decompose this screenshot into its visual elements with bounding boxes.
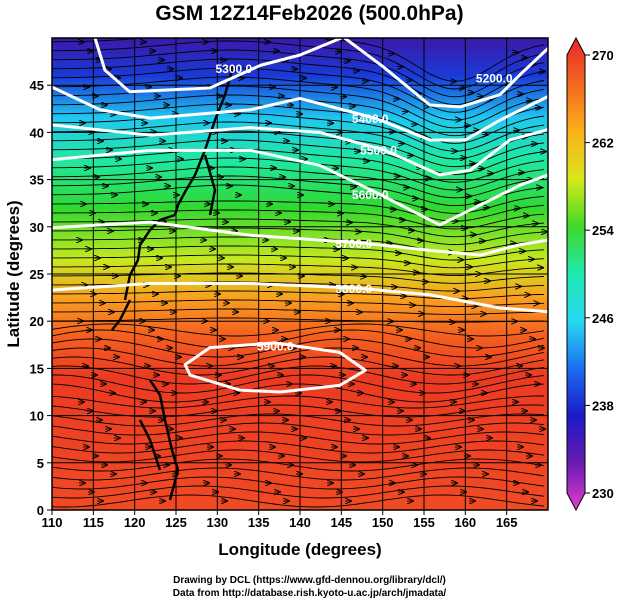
colorbar-tick-label: 254 — [592, 223, 614, 238]
y-axis-ticks: 0 5 10 15 20 25 30 35 40 45 — [30, 78, 52, 518]
streamline — [52, 218, 545, 238]
contour-line — [52, 220, 548, 257]
streamline — [52, 338, 545, 358]
contour-label: 5700.0 — [335, 237, 372, 251]
streamline — [52, 148, 545, 183]
streamline — [52, 431, 545, 445]
contour-line — [52, 85, 548, 142]
streamline — [52, 103, 545, 144]
streamline — [52, 38, 545, 82]
streamline — [52, 139, 545, 175]
streamline — [52, 356, 545, 376]
x-tick-label: 125 — [165, 515, 187, 530]
colorbar-ticks: 270 262 254 246 238 230 — [585, 48, 614, 501]
contour-label: 5500.0 — [360, 143, 397, 157]
credits: Drawing by DCL (https://www.gfd-dennou.o… — [0, 574, 619, 600]
credit-drawing: Drawing by DCL (https://www.gfd-dennou.o… — [173, 575, 446, 586]
contour-label: 5800.0 — [335, 282, 372, 296]
streamline — [52, 383, 545, 403]
streamline — [52, 440, 545, 454]
streamline — [52, 476, 545, 490]
x-axis-ticks: 110 115 120 125 130 135 140 145 150 155 160 165 — [42, 510, 518, 530]
streamline — [52, 76, 545, 121]
contour-line — [183, 341, 367, 394]
streamline — [52, 67, 545, 113]
height-contours: 5200.0 5300.0 5400.0 5500.0 5600.0 5700.0 5800… — [52, 38, 548, 394]
streamline — [52, 299, 545, 308]
x-tick-label: 165 — [496, 515, 518, 530]
y-tick-label: 10 — [30, 409, 44, 424]
colorbar-tick-label: 270 — [592, 48, 614, 63]
y-tick-label: 35 — [30, 173, 44, 188]
y-tick-label: 25 — [30, 267, 44, 282]
x-tick-label: 115 — [83, 515, 104, 530]
credit-data: Data from http://database.rish.kyoto-u.a… — [172, 588, 447, 599]
y-tick-label: 15 — [30, 361, 44, 376]
streamline — [52, 458, 545, 472]
contour-label: 5600.0 — [352, 188, 389, 202]
y-tick-label: 40 — [30, 125, 44, 140]
x-tick-label: 150 — [372, 515, 394, 530]
chart-title: GSM 12Z14Feb2026 (500.0hPa) — [155, 2, 464, 25]
contour-label: 5200.0 — [476, 72, 513, 86]
streamline — [52, 317, 544, 323]
y-tick-label: 0 — [37, 503, 44, 518]
x-tick-label: 120 — [124, 515, 146, 530]
streamline — [52, 130, 545, 168]
colorbar-tick-label: 246 — [592, 311, 614, 326]
streamline — [52, 347, 545, 367]
y-tick-label: 30 — [30, 220, 44, 235]
streamline — [52, 485, 545, 499]
y-tick-label: 20 — [30, 314, 44, 329]
y-tick-label: 45 — [30, 78, 44, 93]
colorbar-tick-label: 230 — [592, 486, 614, 501]
contour-label: 5300.0 — [216, 62, 253, 76]
streamline — [52, 449, 545, 463]
colorbar-tick-label: 262 — [592, 136, 614, 151]
contour-line — [52, 148, 548, 227]
streamline — [52, 494, 545, 508]
x-tick-label: 110 — [42, 515, 63, 530]
x-tick-label: 140 — [289, 515, 311, 530]
streamline — [52, 395, 544, 409]
streamline — [52, 58, 545, 106]
x-tick-label: 135 — [248, 515, 270, 530]
streamline — [52, 254, 545, 269]
contour-line — [93, 38, 342, 94]
contour-line — [52, 281, 548, 314]
streamline — [52, 329, 545, 349]
y-tick-label: 5 — [37, 456, 44, 471]
x-tick-label: 145 — [330, 515, 352, 530]
streamline — [52, 200, 545, 222]
streamline — [52, 374, 545, 394]
contour-line — [52, 123, 548, 177]
streamline — [52, 365, 545, 385]
streamline — [52, 166, 545, 199]
coastline — [111, 69, 234, 501]
x-axis-label: Longitude (degrees) — [218, 540, 381, 559]
streamline — [52, 175, 545, 207]
x-tick-label: 160 — [454, 515, 476, 530]
contour-label: 5900.0 — [257, 340, 294, 354]
contour-label: 5400.0 — [352, 112, 389, 126]
streamline — [52, 323, 545, 337]
x-tick-label: 155 — [413, 515, 435, 530]
contour-line — [343, 38, 548, 109]
y-axis-label: Latitude (degrees) — [4, 200, 23, 347]
streamline — [52, 112, 545, 152]
colorbar — [566, 36, 586, 512]
x-tick-label: 130 — [206, 515, 228, 530]
streamline — [52, 422, 545, 436]
colorbar-tick-label: 238 — [592, 398, 614, 413]
